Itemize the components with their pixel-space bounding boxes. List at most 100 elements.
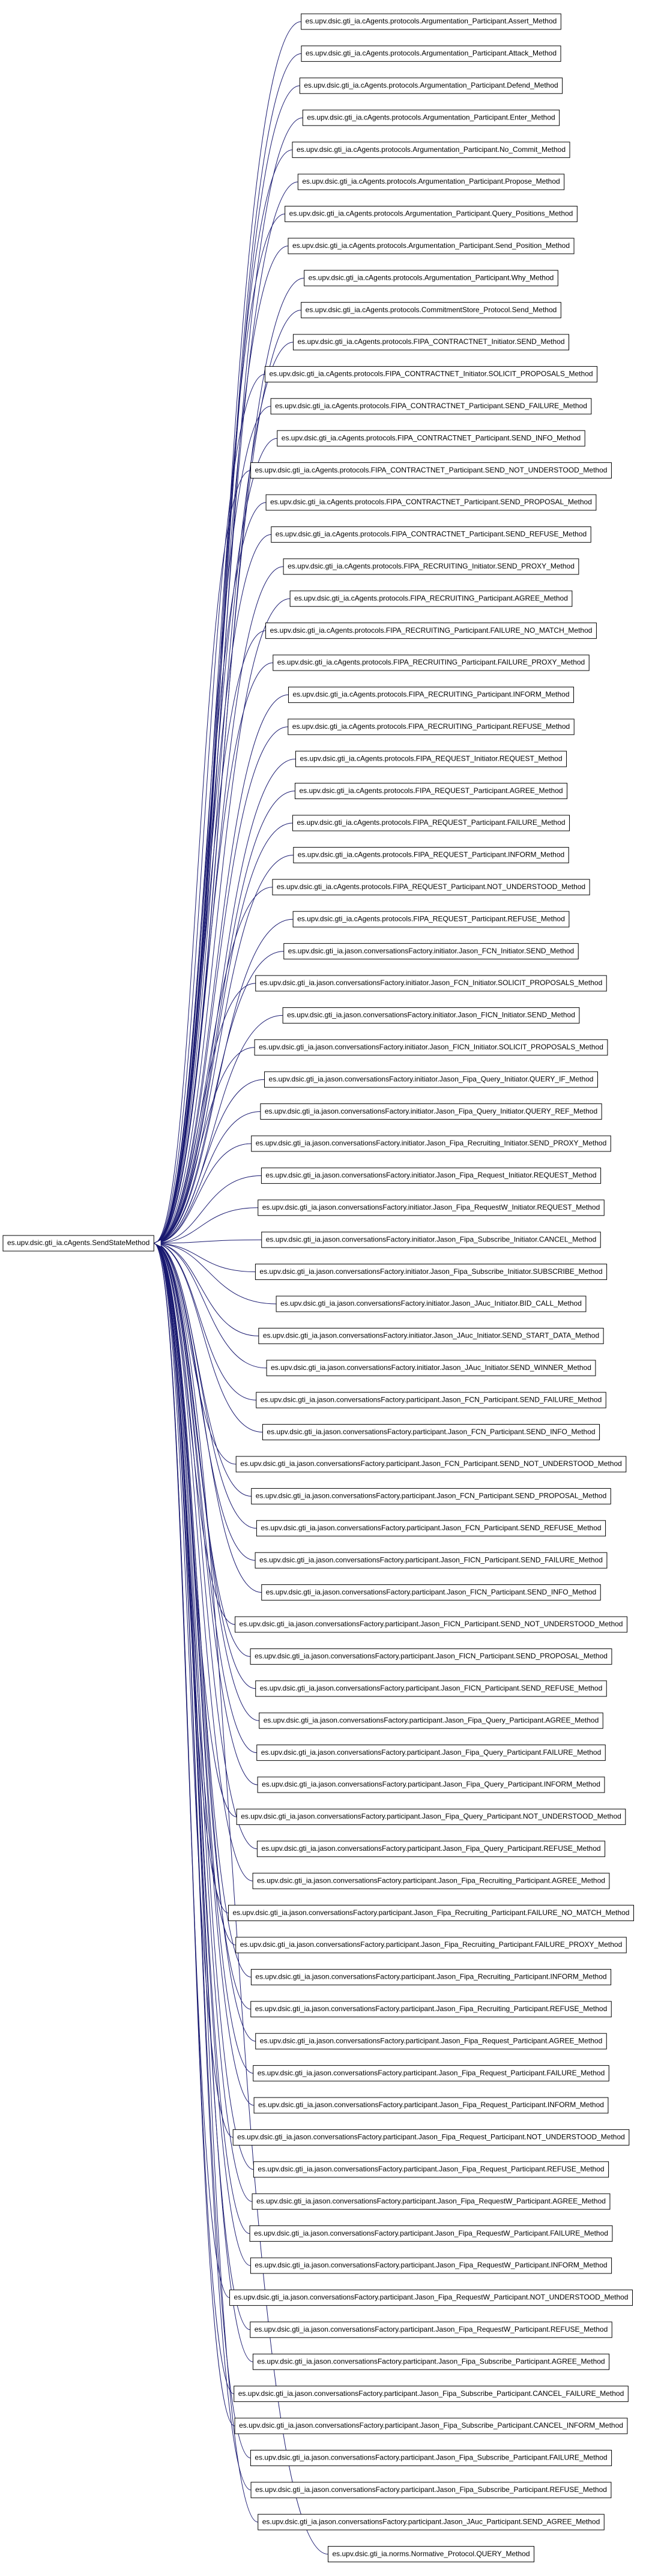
node-box xyxy=(255,975,607,992)
node: es.upv.dsic.gti_ia.jason.conversationsFa… xyxy=(255,1552,608,1569)
node: es.upv.dsic.gti_ia.jason.conversationsFa… xyxy=(250,2321,612,2338)
node-box xyxy=(282,1007,580,1024)
node-box xyxy=(327,2546,535,2563)
node-label: es.upv.dsic.gti_ia.jason.conversationsFa… xyxy=(258,2101,604,2109)
node-box xyxy=(261,1231,601,1248)
inheritance-edge xyxy=(154,1243,253,2202)
node-box xyxy=(264,366,598,382)
inheritance-edge xyxy=(154,373,265,1243)
node: es.upv.dsic.gti_ia.jason.conversationsFa… xyxy=(258,1199,605,1216)
node: es.upv.dsic.gti_ia.jason.conversationsFa… xyxy=(264,1071,598,1088)
node-label: es.upv.dsic.gti_ia.jason.conversationsFa… xyxy=(238,2389,624,2398)
node: es.upv.dsic.gti_ia.jason.conversationsFa… xyxy=(261,1167,602,1184)
node-label: es.upv.dsic.gti_ia.jason.conversationsFa… xyxy=(258,2069,605,2077)
node-box xyxy=(299,77,563,94)
node: es.upv.dsic.gti_ia.cAgents.protocols.FIP… xyxy=(277,430,585,447)
node-box xyxy=(262,1424,600,1441)
node-box xyxy=(250,2001,612,2018)
inheritance-edge xyxy=(154,1047,255,1243)
node: es.upv.dsic.gti_ia.cAgents.protocols.Arg… xyxy=(301,45,561,62)
node-label: es.upv.dsic.gti_ia.cAgents.SendStateMeth… xyxy=(7,1238,149,1247)
node-label: es.upv.dsic.gti_ia.cAgents.protocols.Com… xyxy=(306,306,557,314)
node-box xyxy=(285,205,578,222)
node: es.upv.dsic.gti_ia.cAgents.protocols.Arg… xyxy=(285,205,578,222)
node: es.upv.dsic.gti_ia.jason.conversationsFa… xyxy=(283,943,579,960)
node: es.upv.dsic.gti_ia.jason.conversationsFa… xyxy=(236,1808,626,1825)
inheritance-edge xyxy=(154,822,293,1243)
node: es.upv.dsic.gti_ia.jason.conversationsFa… xyxy=(250,2449,612,2466)
node-box xyxy=(261,1584,601,1601)
node: es.upv.dsic.gti_ia.cAgents.protocols.FIP… xyxy=(273,654,590,671)
node-label: es.upv.dsic.gti_ia.cAgents.protocols.FIP… xyxy=(282,433,581,442)
inheritance-edge xyxy=(154,1243,237,1465)
node-label: es.upv.dsic.gti_ia.jason.conversationsFa… xyxy=(255,2261,607,2269)
node-label: es.upv.dsic.gti_ia.jason.conversationsFa… xyxy=(266,1235,597,1243)
node-box xyxy=(250,1648,612,1665)
inheritance-edge xyxy=(154,598,291,1243)
inheritance-edge xyxy=(154,1243,256,2042)
node: es.upv.dsic.gti_ia.jason.conversationsFa… xyxy=(232,2129,630,2146)
node-label: es.upv.dsic.gti_ia.jason.conversationsFa… xyxy=(280,1299,582,1308)
inheritance-edge xyxy=(154,470,251,1243)
node: es.upv.dsic.gti_ia.jason.conversationsFa… xyxy=(250,2001,612,2018)
node-box xyxy=(301,45,561,62)
node-label: es.upv.dsic.gti_ia.jason.conversationsFa… xyxy=(269,1075,594,1083)
node-box xyxy=(2,1235,154,1252)
node-box xyxy=(256,1841,606,1857)
inheritance-edge xyxy=(154,310,301,1243)
node-label: es.upv.dsic.gti_ia.jason.conversationsFa… xyxy=(261,1844,600,1853)
node-box xyxy=(234,2386,629,2403)
node-box xyxy=(250,2482,612,2499)
node-box xyxy=(253,2097,609,2114)
inheritance-edge xyxy=(154,726,288,1243)
node-box xyxy=(256,1745,606,1761)
node-box xyxy=(301,13,561,30)
inheritance-edge xyxy=(154,1079,265,1243)
node-box xyxy=(252,2353,610,2370)
node: es.upv.dsic.gti_ia.cAgents.protocols.FIP… xyxy=(293,846,569,863)
node-label: es.upv.dsic.gti_ia.jason.conversationsFa… xyxy=(256,2197,606,2205)
node-label: es.upv.dsic.gti_ia.jason.conversationsFa… xyxy=(260,2036,603,2045)
node-box xyxy=(266,1360,596,1377)
node-label: es.upv.dsic.gti_ia.jason.conversationsFa… xyxy=(262,2517,600,2526)
inheritance-edge xyxy=(154,1243,234,2138)
node-box xyxy=(251,1135,611,1152)
node: es.upv.dsic.gti_ia.cAgents.protocols.FIP… xyxy=(295,750,567,767)
node-box xyxy=(292,815,570,831)
node: es.upv.dsic.gti_ia.jason.conversationsFa… xyxy=(250,1968,612,1985)
node-label: es.upv.dsic.gti_ia.jason.conversationsFa… xyxy=(257,1876,605,1884)
node-box xyxy=(265,494,597,511)
node: es.upv.dsic.gti_ia.jason.conversationsFa… xyxy=(251,1488,611,1504)
node-box xyxy=(235,1456,627,1473)
node-label: es.upv.dsic.gti_ia.cAgents.protocols.Arg… xyxy=(307,113,555,121)
node-label: es.upv.dsic.gti_ia.cAgents.protocols.Arg… xyxy=(297,145,566,154)
node-label: es.upv.dsic.gti_ia.cAgents.protocols.Arg… xyxy=(306,17,557,25)
node-box xyxy=(302,109,560,126)
node-box xyxy=(255,1552,608,1569)
node-label: es.upv.dsic.gti_ia.cAgents.protocols.FIP… xyxy=(269,370,593,378)
node: es.upv.dsic.gti_ia.cAgents.SendStateMeth… xyxy=(2,1235,154,1252)
node: es.upv.dsic.gti_ia.jason.conversationsFa… xyxy=(234,2386,629,2403)
node-box xyxy=(256,1520,606,1537)
node-label: es.upv.dsic.gti_ia.jason.conversationsFa… xyxy=(257,2357,605,2365)
inheritance-edge xyxy=(154,1243,255,2106)
node-box xyxy=(264,1071,598,1088)
node: es.upv.dsic.gti_ia.cAgents.protocols.Arg… xyxy=(301,13,561,30)
node: es.upv.dsic.gti_ia.jason.conversationsFa… xyxy=(276,1296,587,1312)
node-box xyxy=(258,1327,604,1344)
node: es.upv.dsic.gti_ia.jason.conversationsFa… xyxy=(249,2225,613,2242)
node: es.upv.dsic.gti_ia.jason.conversationsFa… xyxy=(253,2161,609,2178)
node-box xyxy=(283,558,579,575)
node: es.upv.dsic.gti_ia.cAgents.protocols.FIP… xyxy=(289,590,573,607)
node: es.upv.dsic.gti_ia.cAgents.protocols.Arg… xyxy=(292,142,570,158)
inheritance-edge xyxy=(154,1243,328,2555)
node-box xyxy=(256,1392,606,1408)
node-box xyxy=(277,430,585,447)
inheritance-edge xyxy=(154,983,256,1243)
node: es.upv.dsic.gti_ia.jason.conversationsFa… xyxy=(235,1456,627,1473)
node-box xyxy=(250,2321,612,2338)
inheritance-edge xyxy=(154,1243,258,1785)
node-label: es.upv.dsic.gti_ia.jason.conversationsFa… xyxy=(239,2421,623,2430)
node-box xyxy=(270,398,592,415)
node-box xyxy=(292,334,570,351)
